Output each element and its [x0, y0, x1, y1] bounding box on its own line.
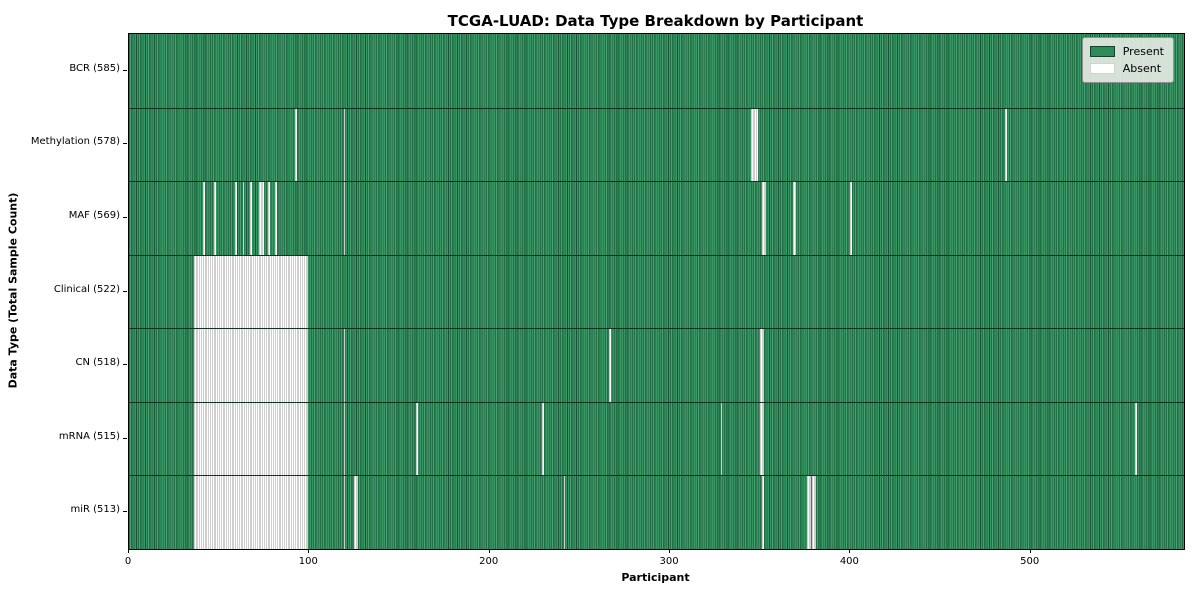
x-tick-mark — [849, 549, 851, 553]
absent-stripe — [249, 182, 252, 255]
absent-stripe — [762, 182, 766, 255]
y-tick-mark — [123, 216, 127, 218]
y-tick-mark — [123, 437, 127, 439]
absent-stripe — [275, 182, 277, 255]
x-tick-label-100: 100 — [298, 556, 318, 567]
x-tick-mark — [669, 549, 671, 553]
y-tick-label-mrna: mRNA (515) — [58, 430, 120, 442]
absent-stripe — [415, 402, 418, 476]
y-tick-mark — [123, 69, 127, 71]
absent-stripe — [354, 476, 359, 549]
y-tick-label-cn: CN (518) — [75, 357, 120, 369]
heatmap-row-bcr — [129, 34, 1184, 108]
legend-present-label: Present — [1122, 45, 1164, 58]
chart-title: TCGA-LUAD: Data Type Breakdown by Partic… — [447, 12, 864, 30]
y-tick-mark — [123, 143, 127, 145]
absent-stripe — [608, 329, 611, 402]
x-tick-mark — [1029, 549, 1031, 553]
heatmap-row-mrna — [129, 401, 1184, 476]
absent-stripe — [1135, 402, 1138, 476]
absent-stripe — [294, 108, 297, 182]
y-tick-label-clinical: Clinical (522) — [53, 283, 120, 295]
absent-stripe — [762, 476, 764, 549]
heatmap-row-mir — [129, 475, 1184, 549]
absent-stripe — [343, 476, 346, 549]
heatmap-plot — [128, 33, 1185, 550]
absent-stripe — [213, 182, 216, 255]
absent-stripe — [193, 476, 308, 549]
y-tick-mark — [123, 364, 127, 366]
absent-stripe — [807, 476, 811, 549]
x-tick-mark — [308, 549, 310, 553]
heatmap-row-methylation — [129, 107, 1184, 182]
absent-stripe — [541, 402, 544, 476]
heatmap-row-clinical — [129, 254, 1184, 329]
absent-stripe — [193, 402, 308, 476]
absent-stripe — [343, 182, 346, 255]
absent-stripe — [343, 402, 346, 476]
y-tick-label-mir: miR (513) — [70, 504, 120, 516]
y-tick-label-bcr: BCR (585) — [69, 62, 120, 74]
x-tick-label-500: 500 — [1020, 556, 1040, 567]
legend-absent-label: Absent — [1122, 62, 1162, 75]
absent-stripe — [760, 329, 764, 402]
absent-stripe — [751, 108, 759, 182]
legend-item-present: Present — [1089, 43, 1164, 60]
y-tick-mark — [123, 511, 127, 513]
absent-stripe — [812, 476, 817, 549]
absent-stripe — [850, 182, 853, 255]
x-tick-label-0: 0 — [124, 556, 132, 567]
heatmap-row-maf — [129, 181, 1184, 255]
absent-stripe — [193, 255, 308, 329]
absent-stripe — [193, 329, 308, 402]
absent-stripe — [343, 329, 346, 402]
x-tick-label-400: 400 — [839, 556, 859, 567]
absent-stripe — [563, 476, 566, 549]
absent-stripe — [1005, 108, 1008, 182]
y-tick-label-maf: MAF (569) — [68, 209, 120, 221]
x-tick-mark — [488, 549, 490, 553]
heatmap-row-cn — [129, 328, 1184, 402]
present-swatch — [1089, 46, 1115, 57]
y-axis-label: Data Type (Total Sample Count) — [6, 192, 20, 389]
absent-stripe — [235, 182, 238, 255]
absent-stripe — [792, 182, 797, 255]
legend-item-absent: Absent — [1089, 60, 1164, 77]
absent-stripe — [720, 402, 723, 476]
absent-stripe — [202, 182, 205, 255]
legend: Present Absent — [1081, 37, 1174, 83]
absent-stripe — [760, 402, 764, 476]
absent-stripe — [343, 108, 346, 182]
absent-swatch — [1089, 63, 1115, 74]
absent-stripe — [258, 182, 265, 255]
absent-stripe — [242, 182, 245, 255]
y-tick-mark — [123, 290, 127, 292]
y-tick-label-methylation: Methylation (578) — [30, 136, 120, 148]
x-axis-label: Participant — [621, 571, 690, 584]
absent-stripe — [267, 182, 270, 255]
x-tick-label-200: 200 — [479, 556, 499, 567]
x-tick-mark — [128, 549, 129, 553]
x-tick-label-300: 300 — [659, 556, 679, 567]
